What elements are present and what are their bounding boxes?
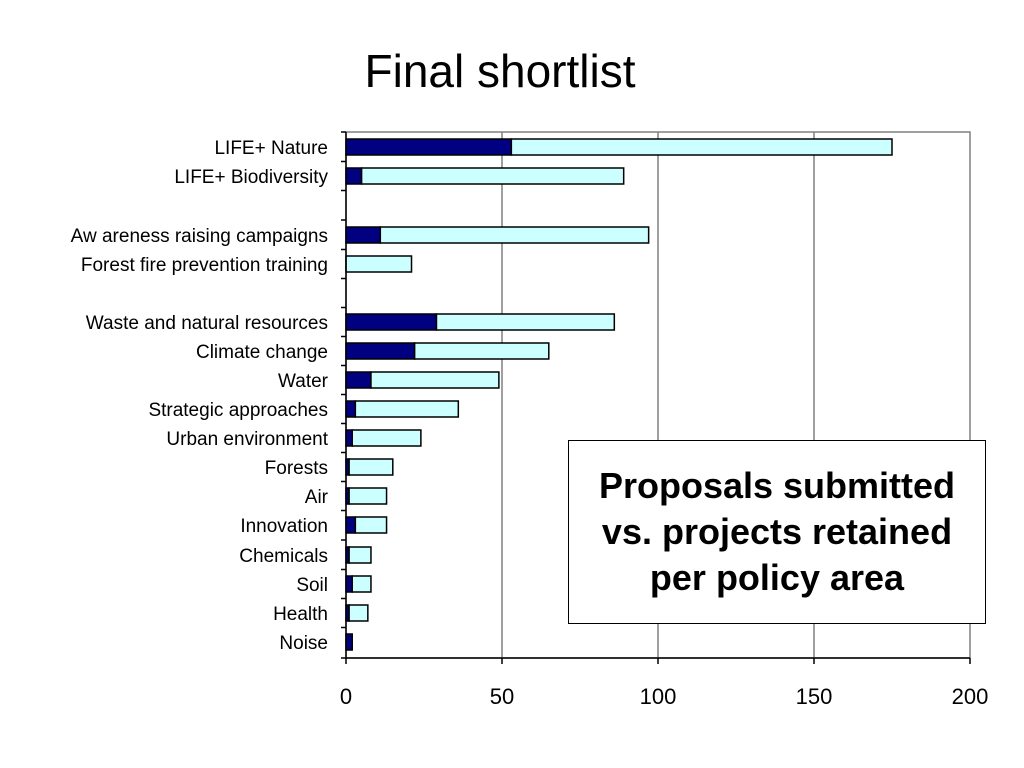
bar-submitted — [354, 400, 460, 418]
x-tick-label: 50 — [490, 684, 514, 709]
x-tick-label: 0 — [340, 684, 352, 709]
bar-submitted — [348, 458, 394, 476]
category-label: LIFE+ Nature — [214, 138, 328, 159]
bar-retained — [345, 313, 438, 331]
bar-submitted — [348, 487, 388, 505]
x-tick-label: 200 — [952, 684, 989, 709]
annotation-text: Proposals submitted vs. projects retaine… — [598, 465, 956, 598]
bar-retained — [345, 138, 513, 156]
bar-retained — [345, 342, 416, 360]
bar-retained — [345, 371, 372, 389]
category-label: Noise — [279, 633, 328, 654]
bars — [345, 138, 893, 651]
bar-submitted — [351, 429, 422, 447]
category-label: LIFE+ Biodiversity — [174, 167, 328, 188]
bar-submitted — [510, 138, 893, 156]
category-labels: LIFE+ Nature LIFE+ Biodiversity Aw areness… — [71, 138, 329, 654]
bar-submitted — [354, 516, 388, 534]
bar-submitted — [379, 226, 650, 244]
x-tick-label: 150 — [796, 684, 833, 709]
category-label: Waste and natural resources — [86, 313, 328, 334]
bar-retained — [345, 400, 357, 418]
bar-retained — [345, 226, 382, 244]
x-tick-label: 100 — [640, 684, 677, 709]
category-label: Health — [273, 604, 328, 625]
bar-submitted — [360, 167, 625, 185]
bar-submitted — [435, 313, 616, 331]
category-label: Forest fire prevention training — [81, 255, 328, 276]
category-label: Chemicals — [239, 546, 328, 567]
bar-retained — [345, 575, 353, 593]
category-label: Urban environment — [166, 429, 328, 450]
category-label: Water — [278, 371, 329, 392]
category-label: Strategic approaches — [148, 400, 328, 421]
bar-submitted — [348, 546, 372, 564]
category-label: Forests — [265, 458, 328, 479]
bar-retained — [345, 633, 353, 651]
bar-submitted — [345, 255, 413, 273]
bar-submitted — [348, 604, 369, 622]
bar-retained — [345, 429, 353, 447]
category-label: Aw areness raising campaigns — [71, 226, 328, 247]
category-label: Climate change — [196, 342, 328, 363]
category-label: Air — [305, 487, 329, 508]
bar-retained — [345, 167, 363, 185]
bar-submitted — [370, 371, 500, 389]
annotation-box: Proposals submitted vs. projects retaine… — [568, 440, 986, 624]
bar-submitted — [413, 342, 550, 360]
chart-title: Final shortlist — [364, 45, 636, 97]
bar-retained — [345, 516, 357, 534]
bar-submitted — [351, 575, 372, 593]
category-label: Soil — [296, 575, 328, 596]
category-label: Innovation — [240, 516, 328, 537]
axes: 0 50 100 150 200 — [340, 131, 989, 709]
